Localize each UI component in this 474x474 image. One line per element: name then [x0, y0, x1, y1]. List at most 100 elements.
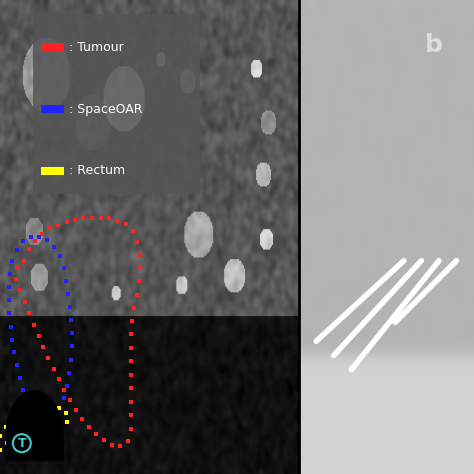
- Point: [72, 406, 80, 413]
- Point: [31, 237, 39, 245]
- Point: [50, 365, 58, 373]
- Point: [39, 230, 46, 238]
- Point: [21, 298, 29, 305]
- Point: [9, 432, 17, 440]
- Point: [128, 425, 135, 433]
- Point: [47, 409, 55, 416]
- Point: [60, 264, 67, 272]
- Point: [39, 418, 47, 426]
- Point: [2, 423, 9, 431]
- Point: [55, 375, 63, 383]
- Point: [5, 283, 13, 291]
- Point: [122, 220, 129, 228]
- Point: [56, 105, 64, 113]
- Point: [105, 214, 113, 222]
- Point: [6, 270, 14, 277]
- Point: [55, 404, 63, 412]
- Point: [56, 253, 64, 260]
- Point: [41, 105, 48, 113]
- Point: [12, 275, 20, 283]
- Point: [63, 382, 71, 390]
- Point: [63, 410, 70, 417]
- Point: [63, 219, 71, 226]
- Point: [13, 263, 21, 271]
- Point: [133, 291, 140, 298]
- Point: [9, 418, 17, 425]
- Point: [68, 329, 75, 337]
- Point: [100, 437, 108, 444]
- Text: b: b: [425, 33, 443, 57]
- Polygon shape: [6, 391, 63, 436]
- Text: : Rectum: : Rectum: [69, 164, 125, 177]
- Point: [128, 371, 135, 379]
- Point: [35, 332, 42, 340]
- Point: [63, 277, 70, 284]
- Point: [128, 330, 135, 338]
- Point: [114, 217, 121, 225]
- Point: [32, 419, 39, 427]
- Point: [8, 336, 16, 344]
- Point: [24, 396, 32, 404]
- Point: [46, 224, 54, 232]
- Point: [124, 437, 132, 445]
- Point: [24, 422, 31, 430]
- Point: [13, 361, 21, 369]
- Point: [67, 356, 74, 364]
- Point: [5, 296, 13, 304]
- Point: [128, 344, 135, 352]
- Point: [128, 357, 135, 365]
- Point: [135, 278, 142, 285]
- Point: [80, 214, 87, 222]
- Point: [26, 310, 33, 317]
- Point: [56, 167, 64, 174]
- Point: [43, 237, 51, 244]
- Text: T: T: [18, 437, 26, 450]
- Point: [128, 384, 135, 392]
- Point: [24, 410, 32, 418]
- Point: [47, 418, 55, 426]
- Point: [48, 44, 56, 51]
- Point: [68, 316, 75, 324]
- Point: [137, 264, 144, 272]
- Point: [66, 303, 73, 310]
- Point: [129, 227, 137, 235]
- Point: [19, 386, 27, 394]
- Point: [19, 237, 27, 245]
- Point: [128, 398, 135, 406]
- Point: [48, 105, 56, 113]
- Point: [55, 418, 63, 426]
- Point: [55, 221, 62, 229]
- Point: [41, 44, 48, 51]
- Point: [60, 394, 68, 401]
- Point: [137, 251, 144, 259]
- Point: [3, 439, 10, 447]
- Point: [134, 238, 141, 246]
- Point: [17, 286, 24, 294]
- Point: [16, 413, 24, 420]
- Point: [20, 257, 27, 264]
- Point: [27, 233, 34, 241]
- Point: [35, 233, 43, 241]
- Point: [32, 408, 39, 415]
- Point: [25, 246, 32, 253]
- Point: [8, 257, 16, 264]
- Point: [13, 246, 20, 254]
- Point: [30, 321, 37, 328]
- Text: : Tumour: : Tumour: [69, 41, 123, 54]
- Point: [55, 404, 63, 411]
- Point: [48, 167, 56, 174]
- Point: [128, 411, 135, 419]
- Point: [64, 290, 72, 298]
- Point: [78, 415, 86, 423]
- Point: [0, 447, 4, 454]
- Point: [65, 369, 73, 376]
- Point: [47, 404, 55, 411]
- Point: [108, 441, 116, 448]
- Point: [66, 396, 74, 404]
- Point: [92, 430, 100, 438]
- Point: [71, 216, 79, 224]
- Point: [41, 167, 48, 174]
- Point: [7, 323, 14, 330]
- Point: [97, 214, 104, 222]
- Text: : SpaceOAR: : SpaceOAR: [69, 102, 142, 116]
